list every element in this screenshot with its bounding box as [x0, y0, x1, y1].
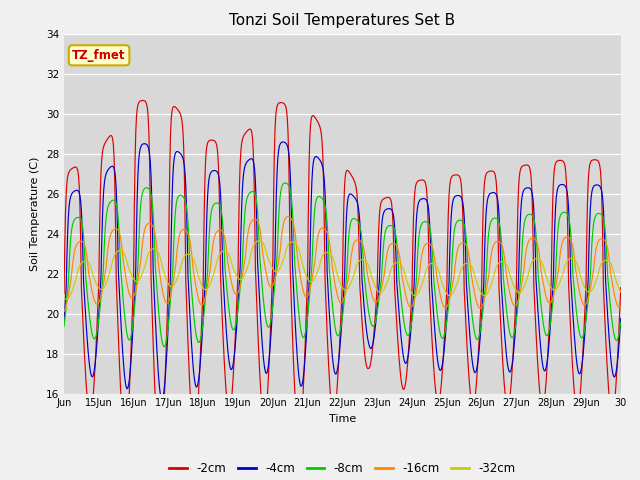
- -16cm: [69, 261, 77, 266]
- -32cm: [70, 284, 77, 290]
- -8cm: [515, 297, 522, 302]
- -4cm: [184, 235, 191, 241]
- -2cm: [156, 453, 164, 458]
- -2cm: [515, 185, 522, 191]
- -32cm: [462, 261, 470, 266]
- Legend: -2cm, -4cm, -8cm, -16cm, -32cm: -2cm, -4cm, -8cm, -16cm, -32cm: [164, 457, 520, 480]
- -4cm: [158, 396, 166, 402]
- Line: -32cm: -32cm: [64, 240, 621, 299]
- -32cm: [60, 295, 68, 300]
- -16cm: [136, 263, 144, 268]
- -4cm: [136, 146, 144, 152]
- -8cm: [462, 229, 470, 235]
- X-axis label: Time: Time: [329, 414, 356, 424]
- -16cm: [284, 214, 292, 219]
- Text: TZ_fmet: TZ_fmet: [72, 49, 126, 62]
- -32cm: [617, 289, 625, 295]
- -2cm: [462, 317, 470, 323]
- -2cm: [136, 98, 144, 104]
- -2cm: [617, 285, 625, 290]
- -4cm: [617, 315, 625, 321]
- Y-axis label: Soil Temperature (C): Soil Temperature (C): [30, 156, 40, 271]
- Line: -8cm: -8cm: [64, 183, 621, 347]
- -2cm: [184, 340, 192, 346]
- -32cm: [531, 256, 539, 262]
- -4cm: [515, 277, 522, 283]
- -8cm: [160, 344, 168, 349]
- -4cm: [462, 252, 470, 258]
- -16cm: [617, 303, 625, 309]
- -16cm: [461, 241, 468, 247]
- Line: -2cm: -2cm: [64, 100, 621, 456]
- -8cm: [60, 324, 68, 330]
- -32cm: [256, 238, 264, 243]
- -4cm: [279, 139, 287, 145]
- -4cm: [69, 190, 77, 195]
- -4cm: [60, 320, 68, 325]
- -4cm: [531, 247, 539, 252]
- -32cm: [62, 296, 70, 302]
- -32cm: [184, 252, 191, 257]
- -16cm: [531, 236, 538, 241]
- -8cm: [531, 224, 539, 229]
- -8cm: [282, 180, 289, 186]
- -2cm: [531, 313, 539, 319]
- -8cm: [184, 211, 191, 216]
- Line: -4cm: -4cm: [64, 142, 621, 399]
- -8cm: [69, 221, 77, 227]
- -16cm: [514, 298, 522, 304]
- Title: Tonzi Soil Temperatures Set B: Tonzi Soil Temperatures Set B: [229, 13, 456, 28]
- -8cm: [136, 210, 144, 216]
- Line: -16cm: -16cm: [64, 216, 621, 312]
- -16cm: [60, 309, 68, 314]
- -32cm: [515, 290, 522, 296]
- -8cm: [617, 319, 625, 325]
- -32cm: [137, 274, 145, 280]
- -2cm: [60, 291, 68, 297]
- -2cm: [139, 97, 147, 103]
- -16cm: [182, 228, 190, 234]
- -2cm: [69, 165, 77, 171]
